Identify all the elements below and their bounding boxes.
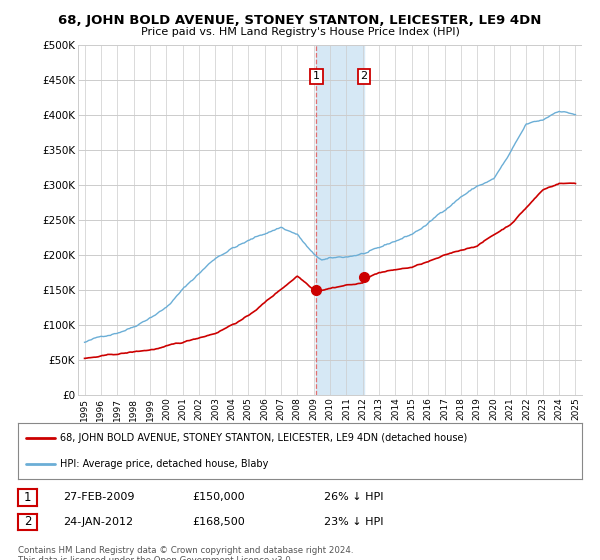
Text: 26% ↓ HPI: 26% ↓ HPI [324, 492, 383, 502]
Text: 68, JOHN BOLD AVENUE, STONEY STANTON, LEICESTER, LE9 4DN: 68, JOHN BOLD AVENUE, STONEY STANTON, LE… [58, 14, 542, 27]
Text: 2: 2 [361, 71, 368, 81]
Text: 23% ↓ HPI: 23% ↓ HPI [324, 517, 383, 527]
Text: 24-JAN-2012: 24-JAN-2012 [63, 517, 133, 527]
Text: 2: 2 [24, 515, 31, 529]
Text: £168,500: £168,500 [192, 517, 245, 527]
Text: 68, JOHN BOLD AVENUE, STONEY STANTON, LEICESTER, LE9 4DN (detached house): 68, JOHN BOLD AVENUE, STONEY STANTON, LE… [60, 433, 467, 443]
Text: Price paid vs. HM Land Registry's House Price Index (HPI): Price paid vs. HM Land Registry's House … [140, 27, 460, 37]
Text: 1: 1 [313, 71, 320, 81]
Text: Contains HM Land Registry data © Crown copyright and database right 2024.
This d: Contains HM Land Registry data © Crown c… [18, 546, 353, 560]
Text: 1: 1 [24, 491, 31, 504]
Bar [316, 45, 364, 395]
Text: £150,000: £150,000 [192, 492, 245, 502]
Text: 27-FEB-2009: 27-FEB-2009 [63, 492, 134, 502]
Text: HPI: Average price, detached house, Blaby: HPI: Average price, detached house, Blab… [60, 459, 269, 469]
